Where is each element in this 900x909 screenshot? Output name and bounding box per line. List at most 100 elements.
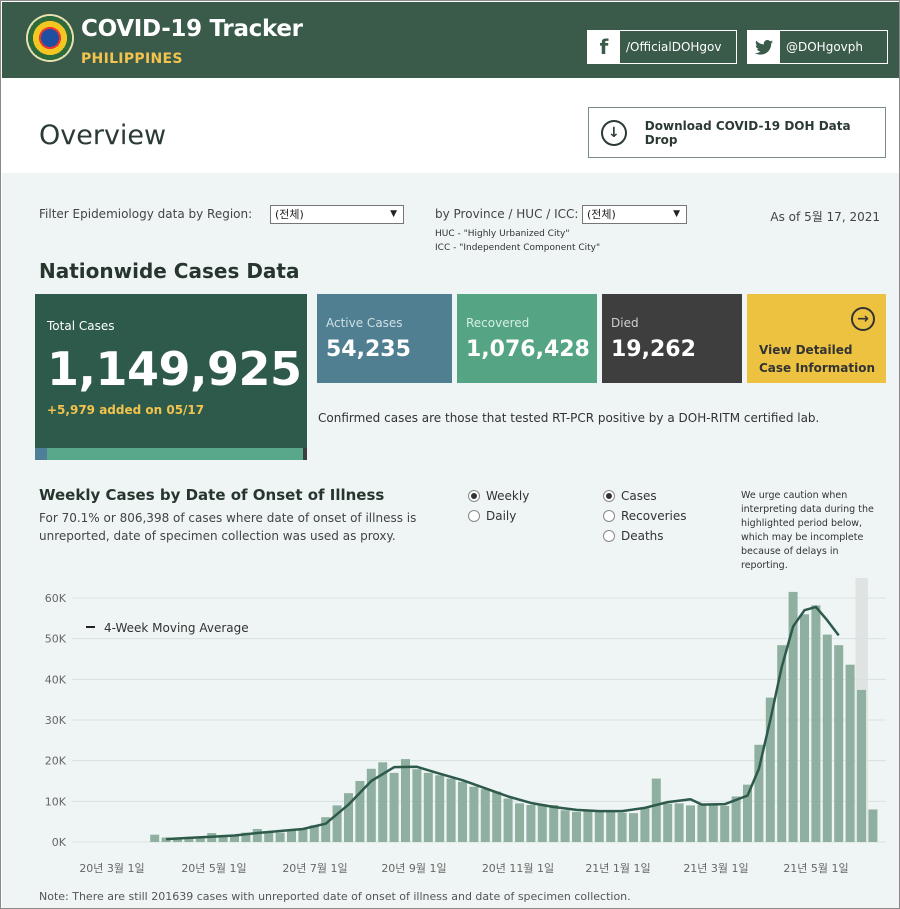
weekly-cases-bar: [674, 803, 684, 842]
weekly-cases-bar: [629, 813, 638, 842]
radio-unselected-icon: [468, 510, 480, 522]
weekly-cases-bar: [515, 803, 524, 842]
recovered-share-bar: [47, 448, 303, 460]
radio-selected-icon: [603, 490, 615, 502]
radio-cases-label: Cases: [621, 489, 657, 503]
weekly-cases-bar: [150, 834, 160, 842]
weekly-cases-bar: [572, 811, 581, 842]
weekly-cases-bar: [868, 809, 878, 842]
x-tick-label: 21년 1월 1일: [585, 861, 650, 875]
weekly-cases-bar: [435, 775, 445, 842]
unreported-cases-note: Note: There are still 201639 cases with …: [39, 890, 631, 903]
twitter-icon: [748, 31, 780, 63]
weekly-cases-bar: [651, 778, 661, 842]
province-filter-label: by Province / HUC / ICC:: [435, 207, 579, 221]
weekly-cases-bar: [480, 789, 490, 842]
weekly-cases-bar: [287, 830, 296, 842]
weekly-cases-bar: [743, 784, 752, 842]
total-cases-label: Total Cases: [47, 319, 115, 333]
died-value: 19,262: [611, 337, 696, 362]
weekly-cases-bar: [344, 793, 353, 842]
app-subtitle: PHILIPPINES: [81, 51, 183, 67]
province-select[interactable]: (전체) ▼: [582, 205, 687, 224]
radio-cases[interactable]: Cases: [603, 489, 657, 503]
recovered-card: Recovered 1,076,428: [457, 294, 597, 383]
facebook-icon: f: [588, 31, 620, 63]
weekly-cases-bar: [275, 832, 285, 842]
radio-daily[interactable]: Daily: [468, 509, 516, 523]
y-tick-label: 10K: [45, 795, 67, 808]
doh-seal-logo: [26, 14, 74, 62]
y-tick-label: 60K: [45, 592, 67, 605]
x-tick-label: 20년 9월 1일: [381, 861, 446, 875]
caution-note: We urge caution when interpreting data d…: [741, 490, 874, 571]
weekly-cases-bar: [252, 828, 262, 842]
weekly-cases-bar: [549, 804, 559, 842]
weekly-cases-bar: [389, 772, 399, 842]
radio-unselected-icon: [603, 530, 615, 542]
active-cases-card: Active Cases 54,235: [317, 294, 452, 383]
weekly-cases-bar: [560, 810, 570, 842]
as-of-date: As of 5월 17, 2021: [770, 210, 880, 224]
radio-deaths[interactable]: Deaths: [603, 529, 664, 543]
legend-label: 4-Week Moving Average: [104, 621, 249, 635]
weekly-cases-bar: [446, 778, 456, 842]
weekly-cases-bar: [765, 697, 775, 842]
province-select-value: (전체): [587, 208, 616, 221]
died-label: Died: [611, 316, 639, 330]
weekly-cases-bar: [777, 645, 787, 842]
total-cases-card: Total Cases 1,149,925 +5,979 added on 05…: [35, 294, 307, 460]
weekly-cases-bar: [355, 781, 365, 842]
weekly-cases-bar: [697, 804, 707, 842]
added-cases-note: +5,979 added on 05/17: [47, 403, 205, 417]
weekly-cases-bar: [218, 836, 228, 842]
radio-selected-icon: [468, 490, 480, 502]
weekly-cases-bar: [731, 796, 741, 842]
weekly-cases-bar: [788, 591, 798, 842]
y-tick-label: 50K: [45, 633, 67, 646]
radio-recoveries[interactable]: Recoveries: [603, 509, 687, 523]
weekly-cases-bar: [845, 664, 855, 842]
arrow-right-icon: →: [851, 307, 875, 331]
weekly-cases-bar: [492, 791, 502, 842]
view-detailed-case-button[interactable]: → View Detailed Case Information: [747, 294, 886, 383]
weekly-cases-bar: [401, 759, 410, 842]
x-tick-label: 20년 5월 1일: [181, 861, 246, 875]
region-select[interactable]: (전체) ▼: [270, 205, 404, 224]
facebook-link[interactable]: f /OfficialDOHgov: [587, 30, 737, 64]
weekly-cases-bar: [663, 803, 673, 842]
facebook-label: /OfficialDOHgov: [626, 40, 722, 54]
died-share-bar: [303, 448, 307, 460]
weekly-cases-bar: [503, 798, 513, 842]
download-data-drop-button[interactable]: ↓ Download COVID-19 DOH Data Drop: [588, 107, 886, 158]
weekly-cases-bar: [800, 614, 809, 842]
weekly-cases-bar: [708, 804, 718, 842]
weekly-cases-chart: 0K 10K 20K 30K 40K 50K 60K 4-Week Moving Averag…: [45, 578, 886, 875]
weekly-cases-bar: [617, 812, 627, 842]
twitter-link[interactable]: @DOHgovph: [747, 30, 888, 64]
weekly-cases-bar: [230, 835, 239, 842]
y-tick-label: 40K: [45, 673, 67, 686]
total-cases-value: 1,149,925: [47, 342, 302, 396]
y-tick-label: 20K: [45, 755, 67, 768]
chevron-down-icon: ▼: [673, 209, 680, 219]
weekly-cases-bar: [606, 811, 616, 842]
app-title: COVID-19 Tracker: [81, 16, 303, 42]
x-tick-label: 20년 11월 1일: [482, 861, 554, 875]
weekly-cases-bar: [583, 809, 593, 842]
icc-note: ICC - "Independent Component City": [435, 243, 601, 253]
view-detailed-line1: View Detailed: [759, 343, 853, 357]
y-tick-label: 30K: [45, 714, 67, 727]
active-share-bar: [35, 448, 47, 460]
died-card: Died 19,262: [602, 294, 742, 383]
radio-weekly[interactable]: Weekly: [468, 489, 529, 503]
radio-recoveries-label: Recoveries: [621, 509, 687, 523]
moving-average-line: [166, 605, 840, 841]
x-tick-label: 21년 3월 1일: [683, 861, 748, 875]
radio-deaths-label: Deaths: [621, 529, 664, 543]
view-detailed-label: View Detailed Case Information: [759, 341, 875, 377]
weekly-cases-bar: [640, 807, 650, 842]
radio-weekly-label: Weekly: [486, 489, 530, 503]
weekly-cases-bar: [537, 804, 547, 842]
weekly-cases-bar: [834, 645, 844, 842]
